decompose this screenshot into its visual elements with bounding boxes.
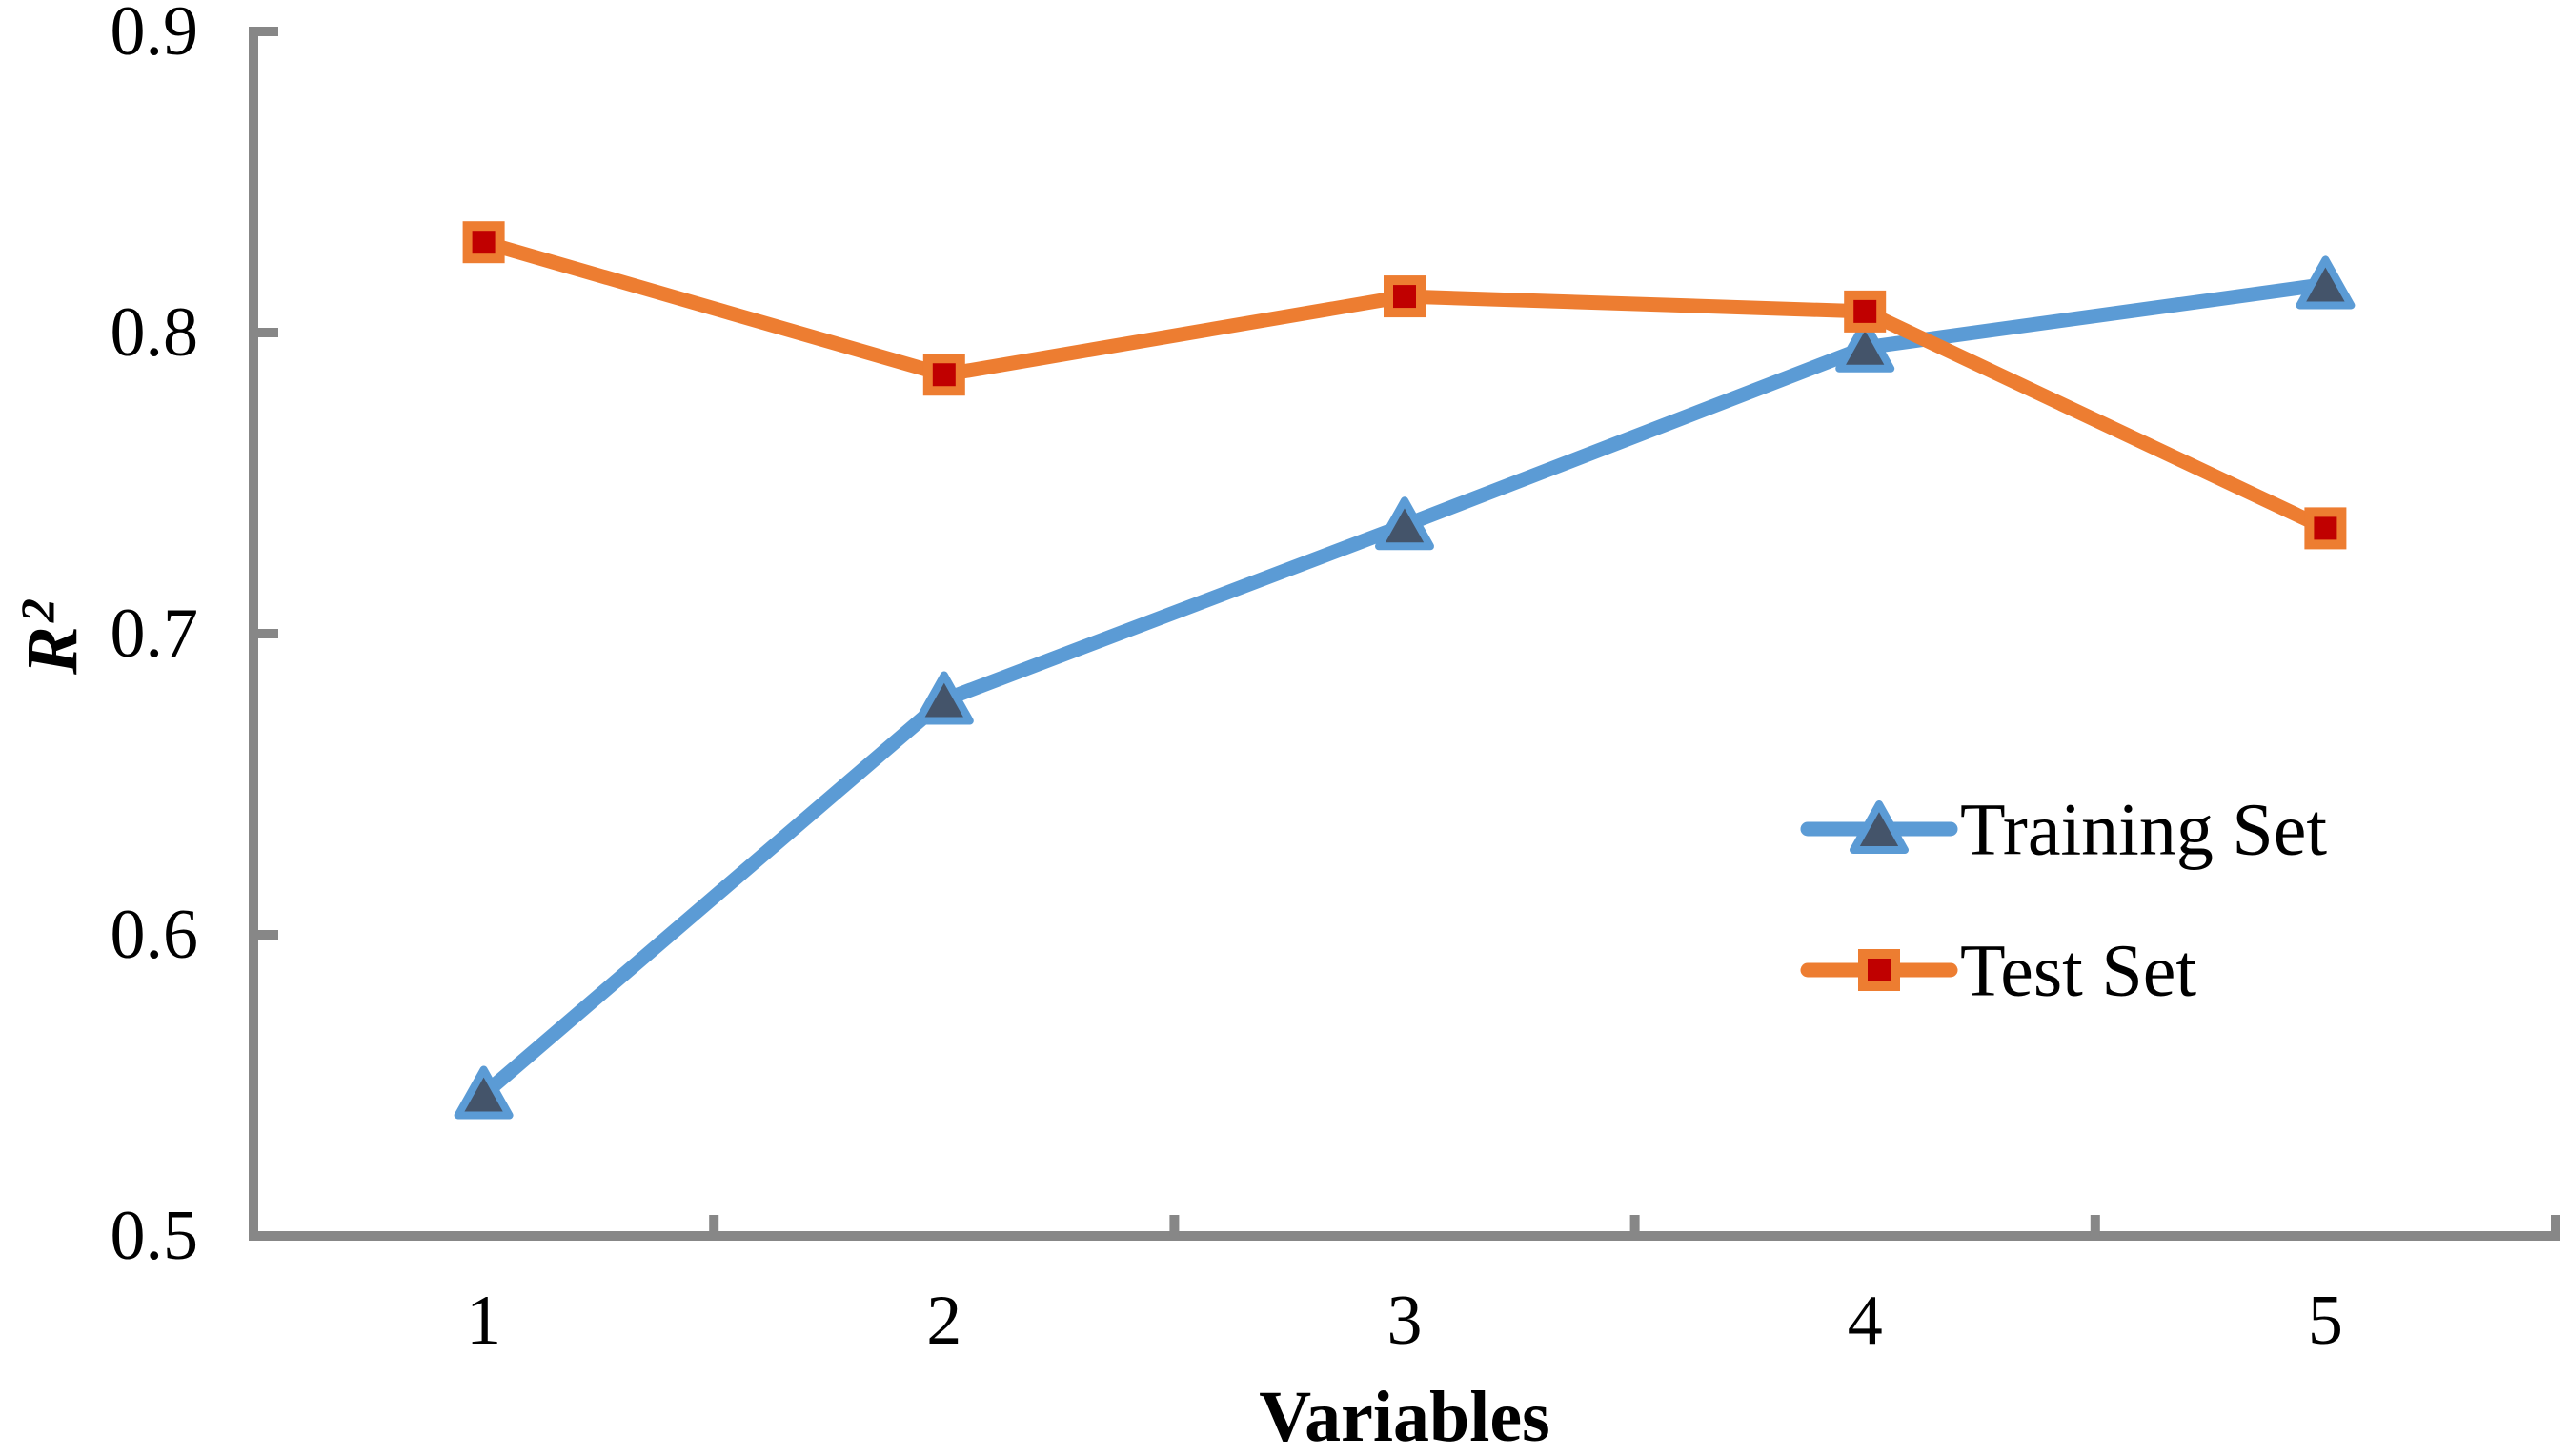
legend-swatch-training-set <box>1800 800 1958 854</box>
y-tick-label: 0.5 <box>111 1197 199 1275</box>
test-set-marker-square <box>462 221 505 264</box>
x-axis-title: Variables <box>1259 1377 1549 1456</box>
training-set-marker-triangle <box>1835 318 1895 373</box>
legend-swatch-test-set <box>1800 949 1958 991</box>
training-set-marker-triangle <box>2296 255 2356 310</box>
y-axis-title: R2 <box>10 598 92 676</box>
axes: 0.5 0.6 0.7 0.8 0.9 1 2 3 4 5 <box>111 0 2560 1360</box>
y-tick-label: 0.9 <box>111 0 199 71</box>
test-set-marker-square <box>1844 290 1887 333</box>
training-set-marker-triangle <box>1375 496 1434 551</box>
test-set-marker-square <box>1384 275 1426 318</box>
y-tick-label: 0.6 <box>111 896 199 974</box>
legend-label-test-set: Test Set <box>1960 929 2196 1012</box>
legend: Training Set Test Set <box>1800 788 2327 1012</box>
x-tick-label: 4 <box>1848 1282 1883 1360</box>
x-tick-label: 5 <box>2308 1282 2343 1360</box>
test-set-legend-marker-square <box>1858 949 1900 991</box>
y-tick-label: 0.7 <box>111 595 199 673</box>
x-tick-label: 3 <box>1387 1282 1423 1360</box>
x-tick-label: 2 <box>926 1282 961 1360</box>
legend-label-training-set: Training Set <box>1960 788 2327 871</box>
training-set-marker-triangle <box>454 1065 514 1120</box>
legend-item-training-set: Training Set <box>1800 788 2327 871</box>
x-tick-label: 1 <box>466 1282 501 1360</box>
series-plot <box>454 221 2356 1120</box>
training-set-legend-marker-triangle <box>1850 800 1909 854</box>
test-set-marker-square <box>922 354 965 396</box>
test-set-marker-square <box>2304 507 2347 550</box>
y-tick-label: 0.8 <box>111 293 199 372</box>
legend-item-test-set: Test Set <box>1800 929 2196 1012</box>
training-set-marker-triangle <box>914 671 974 725</box>
